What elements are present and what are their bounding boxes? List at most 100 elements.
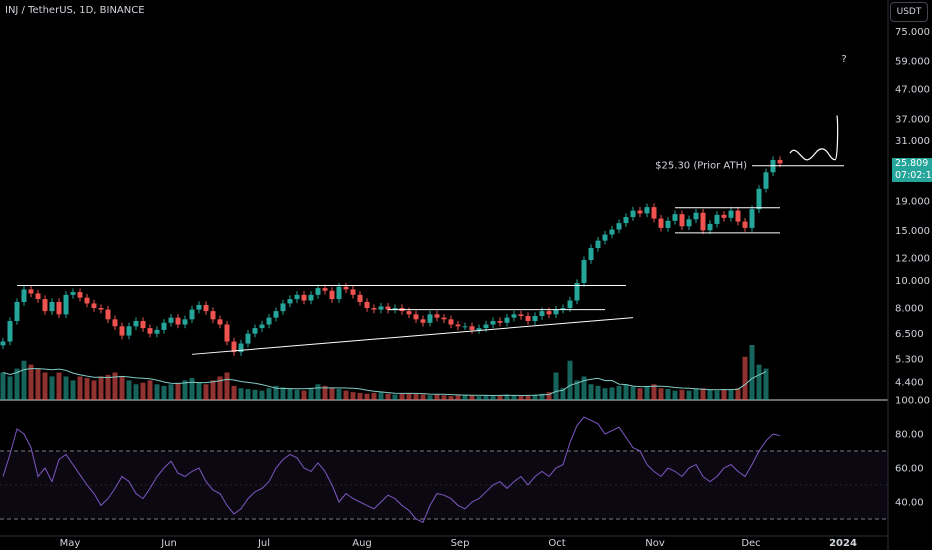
- volume-bar: [630, 386, 636, 400]
- candle-body: [350, 289, 356, 295]
- candle-body: [630, 210, 636, 218]
- candle: [441, 313, 447, 324]
- candle: [497, 317, 503, 327]
- candle: [7, 317, 13, 346]
- candle: [448, 315, 454, 329]
- candle: [707, 220, 713, 235]
- question-mark-label: ?: [841, 54, 846, 65]
- currency-unit-button[interactable]: USDT: [890, 2, 928, 22]
- rsi-tick-label: 100.00: [895, 396, 930, 407]
- candle: [672, 210, 678, 225]
- volume-bar: [105, 374, 111, 400]
- candle-body: [210, 311, 216, 320]
- candle-body: [469, 326, 475, 330]
- projection-path: [789, 115, 839, 161]
- candle: [413, 310, 419, 324]
- candle-body: [343, 286, 349, 290]
- candle: [644, 203, 650, 218]
- candle-body: [560, 308, 566, 310]
- volume-bar: [532, 394, 538, 400]
- candle-body: [546, 311, 552, 315]
- volume-bar: [196, 382, 202, 400]
- candle: [91, 299, 97, 312]
- volume-bar: [378, 392, 384, 400]
- volume-bar: [448, 396, 454, 400]
- candle: [210, 307, 216, 324]
- candle-body: [7, 321, 13, 342]
- volume-bar: [294, 389, 300, 400]
- candle-body: [336, 286, 342, 300]
- volume-bar: [35, 368, 41, 400]
- candle: [392, 304, 398, 314]
- ascending-trendline: [191, 317, 634, 355]
- volume-bar: [707, 389, 713, 400]
- volume-bar: [56, 372, 62, 400]
- candle: [105, 305, 111, 324]
- candle-body: [707, 223, 713, 231]
- candle: [469, 322, 475, 334]
- candle: [245, 330, 251, 348]
- candle: [49, 298, 55, 315]
- candle-body: [679, 214, 685, 227]
- candle-body: [721, 214, 727, 218]
- volume-bar: [126, 380, 132, 400]
- volume-bar: [322, 385, 328, 400]
- candle: [63, 291, 69, 319]
- candle: [490, 317, 496, 329]
- candle-body: [322, 288, 328, 291]
- candle: [616, 219, 622, 234]
- candle-body: [357, 294, 363, 302]
- candle: [315, 284, 321, 299]
- candle: [259, 320, 265, 332]
- candle: [189, 305, 195, 324]
- candle: [266, 313, 272, 329]
- volume-bar: [350, 392, 356, 400]
- candle: [714, 211, 720, 228]
- volume-bar: [0, 372, 6, 400]
- candle: [161, 319, 167, 334]
- candle-body: [189, 309, 195, 320]
- volume-bar: [182, 380, 188, 400]
- candle: [476, 324, 482, 334]
- candle-body: [308, 294, 314, 301]
- candle: [301, 291, 307, 305]
- candle-body: [595, 240, 601, 249]
- candle: [756, 185, 762, 213]
- candle: [462, 322, 468, 331]
- volume-bar: [665, 389, 671, 400]
- symbol-title[interactable]: INJ / TetherUS, 1D, BINANCE: [5, 5, 145, 16]
- volume-bar: [217, 376, 223, 400]
- candle-body: [140, 321, 146, 329]
- candle-body: [245, 333, 251, 344]
- candle: [308, 291, 314, 305]
- volume-bar: [602, 388, 608, 400]
- candle: [427, 310, 433, 327]
- volume-bar: [441, 395, 447, 400]
- volume-bar: [420, 394, 426, 400]
- candle: [0, 337, 6, 350]
- candle-body: [385, 306, 391, 310]
- candle: [679, 210, 685, 231]
- candle: [595, 236, 601, 252]
- price-tick-label: 6.500: [895, 329, 924, 340]
- candle: [560, 304, 566, 314]
- volume-bar: [637, 388, 643, 400]
- candle-body: [455, 324, 461, 327]
- volume-bar: [525, 395, 531, 400]
- volume-ma-line: [2, 368, 767, 397]
- volume-bar: [21, 360, 27, 400]
- candle-body: [161, 322, 167, 330]
- volume-bar: [315, 384, 321, 400]
- volume-bar: [147, 380, 153, 400]
- candle: [133, 317, 139, 331]
- candle: [609, 225, 615, 239]
- volume-bar: [364, 393, 370, 400]
- candle: [420, 315, 426, 327]
- volume-bar: [406, 392, 412, 400]
- candle-body: [511, 314, 517, 318]
- candle-body: [539, 311, 545, 316]
- volume-bar: [357, 392, 363, 400]
- volume-bar: [119, 376, 125, 400]
- volume-bar: [133, 384, 139, 400]
